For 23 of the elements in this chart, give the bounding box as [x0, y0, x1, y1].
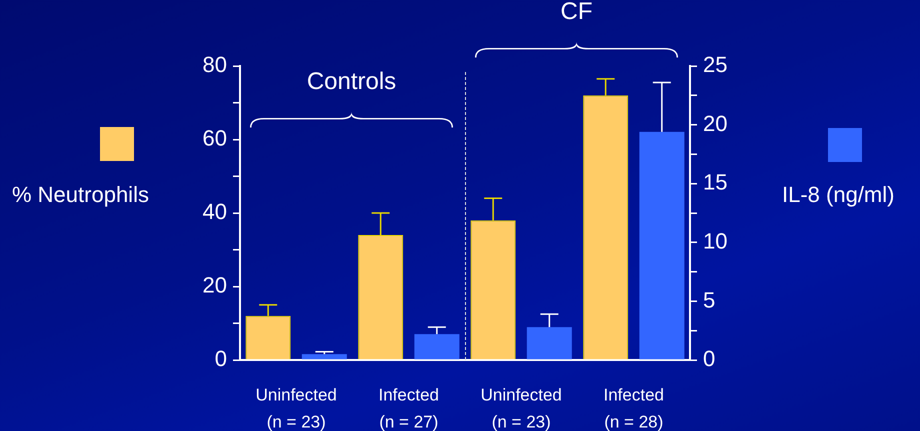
bar: [302, 354, 347, 360]
x-tick-label: Infected (n = 28): [604, 385, 664, 431]
y2-tick-label: 25: [703, 52, 728, 78]
y-axis-title: % Neutrophils: [12, 182, 149, 208]
y2-tick-label: 0: [703, 346, 716, 372]
text: CF: [560, 0, 592, 26]
y2-tick-label: 5: [703, 287, 716, 312]
x-tick-label: Uninfected (n = 23): [480, 385, 562, 431]
y-tick-label: 60: [202, 126, 227, 151]
bar: [526, 327, 572, 360]
y-tick-label: 20: [202, 272, 227, 298]
x-tick-label: Uninfected (n = 23): [256, 385, 337, 431]
annotation: Controls: [306, 68, 396, 96]
y2-tick-label: 20: [703, 110, 728, 136]
y-tick-label: 40: [202, 199, 227, 224]
bar: [639, 132, 684, 360]
y-tick-label: 80: [202, 52, 227, 78]
y2-tick-label: 10: [703, 228, 728, 254]
y2-tick-label: 15: [703, 170, 728, 195]
bar: [414, 334, 460, 360]
y-tick-label: 0: [214, 346, 227, 372]
y2-axis-title: IL-8 (ng/ml): [782, 182, 894, 208]
x-tick-label: Infected (n = 27): [378, 385, 439, 431]
